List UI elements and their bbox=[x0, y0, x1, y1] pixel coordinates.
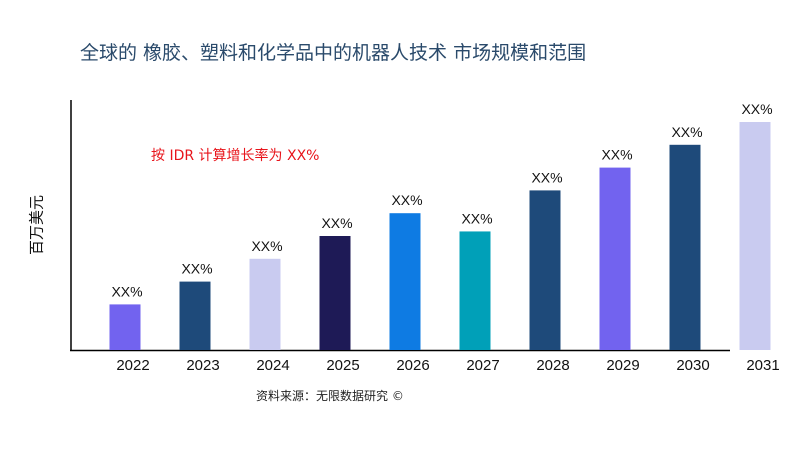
x-tick-2027: 2027 bbox=[466, 357, 499, 374]
growth-annotation: 按 IDR 计算增长率为 XX% bbox=[151, 148, 320, 164]
bar-2030 bbox=[669, 144, 701, 350]
source-note: 资料来源：无限数据研究 © bbox=[256, 389, 404, 403]
data-label-2025: XX% bbox=[321, 215, 352, 231]
bar-2024 bbox=[249, 258, 281, 350]
x-tick-2028: 2028 bbox=[536, 357, 569, 374]
bar-2027 bbox=[459, 231, 491, 350]
data-label-2026: XX% bbox=[391, 192, 422, 208]
data-label-2022: XX% bbox=[111, 283, 142, 299]
x-tick-2026: 2026 bbox=[396, 357, 429, 374]
x-tick-2024: 2024 bbox=[256, 357, 289, 374]
data-label-2027: XX% bbox=[461, 210, 492, 226]
data-label-2030: XX% bbox=[671, 124, 702, 140]
bar-2025 bbox=[319, 236, 351, 350]
x-tick-2029: 2029 bbox=[606, 357, 639, 374]
bar-2031 bbox=[739, 122, 771, 350]
x-tick-2023: 2023 bbox=[186, 357, 219, 374]
data-label-2028: XX% bbox=[531, 169, 562, 185]
bar-2029 bbox=[599, 167, 631, 350]
x-tick-2031: 2031 bbox=[746, 357, 779, 374]
x-tick-2030: 2030 bbox=[676, 357, 709, 374]
bar-2026 bbox=[389, 213, 421, 350]
x-tick-2025: 2025 bbox=[326, 357, 359, 374]
data-label-2024: XX% bbox=[251, 238, 282, 254]
bar-2022 bbox=[109, 304, 141, 350]
bar-2023 bbox=[179, 281, 211, 350]
bar-2028 bbox=[529, 190, 561, 350]
chart-title: 全球的 橡胶、塑料和化学品中的机器人技术 市场规模和范围 bbox=[80, 42, 587, 64]
x-tick-2022: 2022 bbox=[116, 357, 149, 374]
data-label-2023: XX% bbox=[181, 261, 212, 277]
data-label-2031: XX% bbox=[741, 101, 772, 117]
data-label-2029: XX% bbox=[601, 147, 632, 163]
